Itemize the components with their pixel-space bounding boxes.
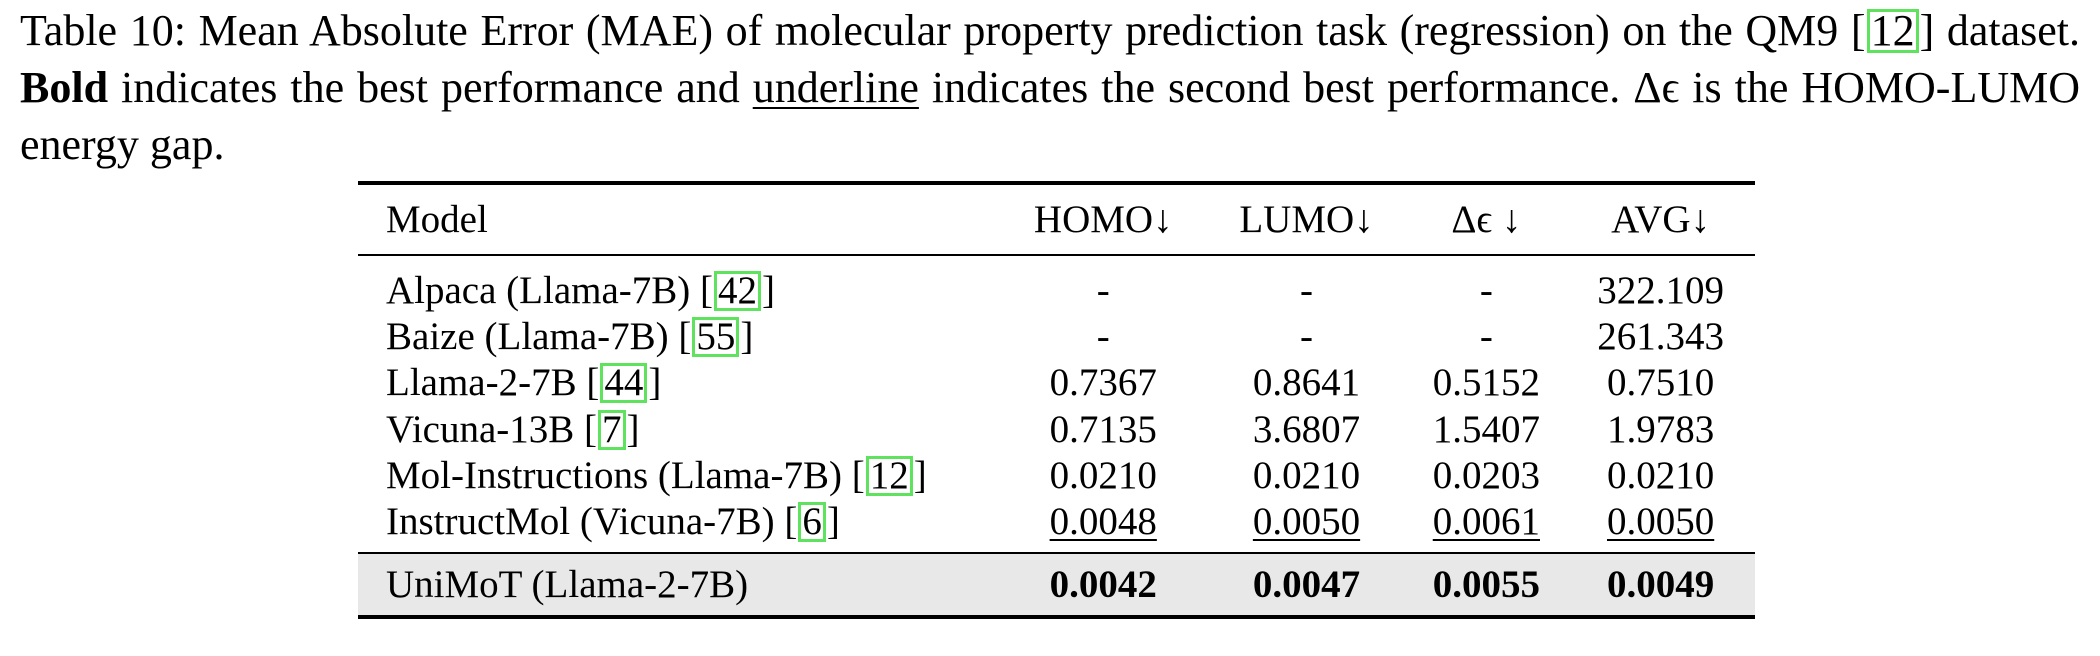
citation-link[interactable]: 44 bbox=[600, 363, 648, 404]
header-homo: HOMO↓ bbox=[1000, 181, 1207, 256]
avg-cell: 0.0210 bbox=[1606, 454, 1715, 498]
best-avg-value: 0.0049 bbox=[1566, 552, 1755, 619]
header-lumo: LUMO↓ bbox=[1206, 181, 1407, 256]
model-cell: InstructMol (Vicuna-7B) [6] bbox=[386, 500, 840, 543]
header-avg: AVG↓ bbox=[1566, 181, 1755, 256]
gap-cell: 0.5152 bbox=[1432, 361, 1540, 405]
model-name: Alpaca (Llama-7B) [ bbox=[386, 269, 714, 312]
table-row: Vicuna-13B [7] 0.7135 3.6807 1.5407 1.97… bbox=[358, 406, 1755, 453]
caption-text-2: ] dataset. bbox=[1919, 6, 2080, 55]
citation-link[interactable]: 7 bbox=[598, 409, 626, 450]
second-best-value: 0.0050 bbox=[1252, 500, 1361, 543]
lumo-cell: - bbox=[1300, 269, 1313, 312]
lumo-cell: 3.6807 bbox=[1252, 407, 1361, 451]
table-row: Mol-Instructions (Llama-7B) [12] 0.0210 … bbox=[358, 453, 1755, 500]
second-best-value: 0.0061 bbox=[1432, 500, 1540, 543]
homo-cell: 0.0210 bbox=[1049, 454, 1157, 498]
best-homo-value: 0.0042 bbox=[1000, 552, 1207, 619]
lumo-cell: 0.0210 bbox=[1252, 454, 1361, 498]
model-cell: Llama-2-7B [44] bbox=[386, 361, 662, 405]
best-gap-value: 0.0055 bbox=[1406, 552, 1567, 619]
lumo-cell: 0.0050 bbox=[1206, 499, 1406, 553]
model-name: InstructMol (Vicuna-7B) [ bbox=[386, 500, 798, 543]
model-cell: Vicuna-13B [7] bbox=[386, 407, 640, 451]
model-name: Vicuna-13B [ bbox=[386, 407, 598, 451]
avg-cell: 0.0050 bbox=[1566, 499, 1755, 553]
gap-cell: 0.0061 bbox=[1407, 499, 1567, 553]
model-cell: Baize (Llama-7B) [55] bbox=[386, 314, 754, 358]
homo-cell: 0.7367 bbox=[1049, 361, 1157, 405]
citation-link[interactable]: 12 bbox=[865, 456, 913, 497]
avg-cell: 1.9783 bbox=[1606, 407, 1715, 451]
gap-cell: - bbox=[1479, 314, 1493, 358]
avg-cell: 0.7510 bbox=[1606, 361, 1715, 405]
caption-bold-word: Bold bbox=[20, 63, 109, 112]
caption-text-4: indicates the second best performance. Δ… bbox=[20, 63, 2081, 169]
caption-text-1: Table 10: Mean Absolute Error (MAE) of m… bbox=[20, 6, 1866, 55]
second-best-value: 0.0048 bbox=[1049, 500, 1157, 543]
model-cell: UniMoT (Llama-2-7B) bbox=[358, 552, 1000, 619]
table-row: Alpaca (Llama-7B) [42] - - - 322.109 bbox=[358, 255, 1755, 313]
caption-underline-word: underline bbox=[752, 63, 919, 112]
table-row: InstructMol (Vicuna-7B) [6] 0.0048 0.005… bbox=[358, 499, 1755, 553]
gap-cell: 1.5407 bbox=[1432, 407, 1540, 451]
best-lumo-value: 0.0047 bbox=[1206, 552, 1407, 619]
table-header-row: Model HOMO↓ LUMO↓ Δϵ ↓ AVG↓ bbox=[358, 181, 1755, 256]
avg-cell: 322.109 bbox=[1597, 269, 1724, 312]
homo-cell: - bbox=[1096, 314, 1110, 358]
header-model: Model bbox=[358, 181, 1000, 256]
citation-link[interactable]: 12 bbox=[1866, 9, 1919, 53]
lumo-cell: - bbox=[1300, 314, 1313, 358]
avg-cell: 261.343 bbox=[1597, 314, 1724, 358]
model-cell: Mol-Instructions (Llama-7B) [12] bbox=[386, 454, 927, 498]
table-row: Baize (Llama-7B) [55] - - - 261.343 bbox=[358, 313, 1755, 360]
model-name: Mol-Instructions (Llama-7B) [ bbox=[386, 454, 865, 498]
gap-cell: 0.0203 bbox=[1432, 454, 1540, 498]
highlighted-row: UniMoT (Llama-2-7B) 0.0042 0.0047 0.0055… bbox=[358, 552, 1755, 619]
homo-cell: 0.7135 bbox=[1049, 407, 1157, 451]
model-name: Llama-2-7B [ bbox=[386, 361, 600, 405]
model-cell: Alpaca (Llama-7B) [42] bbox=[386, 269, 776, 312]
lumo-cell: 0.8641 bbox=[1252, 361, 1361, 405]
citation-link[interactable]: 42 bbox=[714, 271, 762, 311]
results-table: Model HOMO↓ LUMO↓ Δϵ ↓ AVG↓ Alpaca (Llam… bbox=[358, 181, 1755, 619]
gap-cell: - bbox=[1479, 269, 1493, 312]
homo-cell: 0.0048 bbox=[1000, 499, 1206, 553]
citation-link[interactable]: 6 bbox=[798, 502, 826, 542]
table-row: Llama-2-7B [44] 0.7367 0.8641 0.5152 0.7… bbox=[358, 360, 1755, 407]
model-name: Baize (Llama-7B) [ bbox=[386, 314, 692, 358]
header-gap: Δϵ ↓ bbox=[1406, 181, 1567, 256]
citation-link[interactable]: 55 bbox=[692, 316, 740, 357]
table-caption: Table 10: Mean Absolute Error (MAE) of m… bbox=[20, 2, 2080, 173]
second-best-value: 0.0050 bbox=[1606, 500, 1715, 543]
homo-cell: - bbox=[1096, 269, 1110, 312]
caption-text-3: indicates the best performance and bbox=[108, 63, 753, 112]
